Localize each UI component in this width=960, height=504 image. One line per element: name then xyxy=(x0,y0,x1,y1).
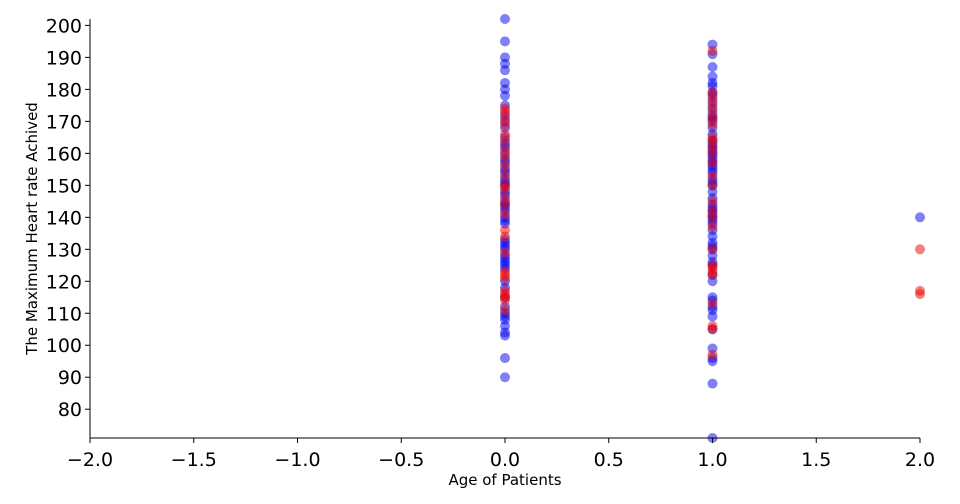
y-tick-label: 150 xyxy=(46,175,82,197)
y-tick-label: 160 xyxy=(46,143,82,165)
data-point xyxy=(915,212,925,223)
data-point xyxy=(707,221,718,232)
x-tick-label: 1.0 xyxy=(697,449,727,471)
data-point xyxy=(707,212,718,223)
y-tick-label: 130 xyxy=(46,239,82,261)
x-tick-label: 1.5 xyxy=(801,449,831,471)
data-point xyxy=(500,231,510,242)
x-axis-title: Age of Patients xyxy=(448,471,561,489)
y-tick-label: 110 xyxy=(46,303,82,325)
data-point xyxy=(500,161,510,172)
points-layer xyxy=(500,14,925,443)
data-point xyxy=(500,273,510,284)
data-point xyxy=(707,170,718,181)
data-point xyxy=(500,372,510,383)
data-point xyxy=(500,330,510,341)
data-point xyxy=(500,305,510,316)
x-tick-label: 0.0 xyxy=(490,449,520,471)
data-point xyxy=(915,289,925,300)
data-point xyxy=(500,170,510,181)
y-axis-ticks: 80 90 100 110 120 130 140 150 160 170 180 190 200 xyxy=(46,15,90,421)
x-tick-label: −2.0 xyxy=(67,449,113,471)
data-point xyxy=(707,244,718,255)
data-point xyxy=(500,36,510,47)
x-tick-label: −1.0 xyxy=(274,449,320,471)
y-tick-label: 140 xyxy=(46,207,82,229)
data-point xyxy=(915,244,925,255)
data-point xyxy=(707,269,718,280)
data-point xyxy=(500,353,510,364)
data-point xyxy=(500,135,510,146)
data-point xyxy=(500,90,510,101)
x-tick-label: −0.5 xyxy=(378,449,424,471)
y-axis-title: The Maximum Heart rate Achived xyxy=(23,102,41,356)
data-point xyxy=(500,65,510,76)
y-tick-label: 90 xyxy=(58,367,82,389)
data-point xyxy=(707,311,718,322)
data-point xyxy=(500,209,510,220)
data-point xyxy=(707,61,718,72)
y-tick-label: 80 xyxy=(58,399,82,421)
x-axis-ticks: −2.0 −1.5 −1.0 −0.5 0.0 0.5 1.0 1.5 2.0 xyxy=(67,438,935,471)
data-point xyxy=(707,119,718,130)
data-point xyxy=(707,148,718,159)
data-point xyxy=(707,45,718,56)
data-point xyxy=(707,196,718,207)
data-point xyxy=(500,14,510,24)
y-tick-label: 120 xyxy=(46,271,82,293)
y-tick-label: 100 xyxy=(46,335,82,357)
data-point xyxy=(707,180,718,191)
data-point xyxy=(500,151,510,162)
y-tick-label: 180 xyxy=(46,79,82,101)
data-point xyxy=(707,324,718,335)
data-point xyxy=(500,183,510,194)
x-tick-label: −1.5 xyxy=(171,449,217,471)
y-tick-label: 190 xyxy=(46,47,82,69)
data-point xyxy=(707,349,718,360)
data-point xyxy=(707,157,718,168)
data-point xyxy=(707,378,718,389)
x-tick-label: 2.0 xyxy=(905,449,935,471)
data-point xyxy=(500,199,510,210)
data-point xyxy=(500,295,510,306)
x-tick-label: 0.5 xyxy=(594,449,624,471)
data-point xyxy=(707,298,718,309)
data-point xyxy=(500,247,510,258)
y-tick-label: 170 xyxy=(46,111,82,133)
y-tick-label: 200 xyxy=(46,15,82,37)
data-point xyxy=(500,119,510,130)
